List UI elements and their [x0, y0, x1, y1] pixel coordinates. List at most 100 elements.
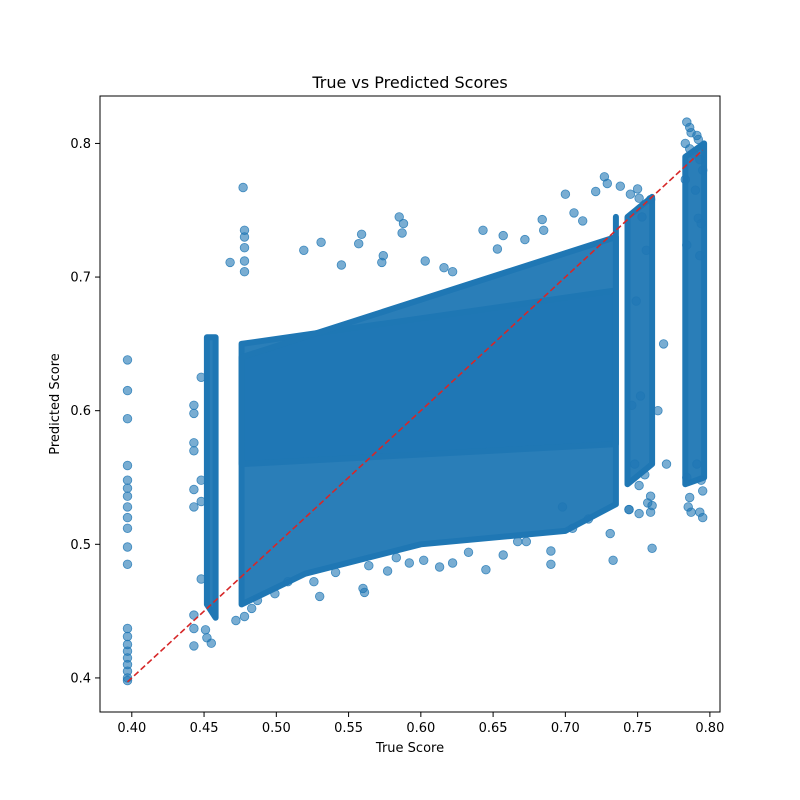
data-point [122, 502, 133, 512]
point-density-region [238, 234, 619, 468]
data-point [358, 583, 368, 594]
data-point [394, 212, 404, 222]
data-point [635, 391, 646, 401]
data-point [122, 414, 133, 424]
data-point [608, 555, 618, 566]
data-point [647, 543, 657, 554]
data-point [122, 475, 133, 485]
data-point [398, 218, 409, 229]
data-point [632, 184, 643, 194]
data-point [605, 528, 615, 539]
data-point [546, 546, 556, 556]
data-point [122, 355, 133, 365]
data-point [122, 460, 133, 471]
data-point [246, 603, 257, 614]
data-point [498, 230, 508, 241]
data-point [557, 502, 568, 512]
data-point [200, 625, 211, 635]
data-point [196, 496, 206, 507]
data-point [299, 245, 309, 256]
data-point [315, 591, 325, 602]
data-points [122, 117, 708, 686]
data-point [239, 242, 250, 253]
data-point [336, 260, 347, 270]
data-point [122, 523, 133, 534]
data-point [330, 567, 341, 578]
data-point [686, 507, 696, 517]
point-density-region [203, 334, 219, 621]
data-point [239, 232, 250, 242]
data-point [420, 256, 430, 266]
data-point [569, 208, 579, 218]
x-tick-label: 0.60 [406, 721, 435, 736]
data-point [419, 555, 429, 566]
data-point [239, 267, 250, 277]
data-point [693, 134, 704, 145]
data-point [682, 240, 692, 250]
data-point [698, 512, 708, 523]
data-point [404, 558, 415, 568]
data-point [640, 470, 650, 480]
data-point [578, 216, 588, 226]
data-point [615, 181, 626, 191]
data-point [630, 459, 640, 469]
data-point [645, 194, 656, 205]
data-point [680, 174, 691, 185]
data-point [447, 267, 458, 277]
y-axis-title: Predicted Score [48, 353, 63, 455]
data-point [397, 228, 407, 238]
data-point [122, 623, 133, 634]
data-point [658, 339, 669, 349]
data-point [189, 641, 199, 651]
data-point [239, 611, 250, 622]
data-point [631, 296, 641, 306]
data-point [539, 225, 549, 236]
y-tick-label: 0.4 [70, 671, 91, 686]
data-point [641, 245, 652, 256]
data-point [602, 178, 613, 189]
x-tick-label: 0.80 [695, 721, 724, 736]
data-point [196, 475, 206, 485]
data-point [189, 400, 199, 411]
data-point [122, 512, 133, 523]
data-point [696, 218, 706, 229]
x-tick-label: 0.70 [551, 721, 580, 736]
data-point [690, 185, 701, 195]
data-point [492, 244, 503, 254]
data-point [567, 523, 578, 534]
data-point [122, 491, 133, 501]
data-point [391, 553, 402, 563]
data-point [377, 257, 387, 268]
data-point [682, 472, 692, 483]
data-point [661, 459, 672, 469]
data-point [189, 484, 199, 495]
data-point [382, 566, 393, 576]
data-point [521, 536, 532, 547]
y-tick-label: 0.5 [70, 538, 91, 553]
data-point [520, 234, 530, 245]
data-point [231, 615, 241, 626]
data-point [463, 547, 474, 558]
data-point [189, 623, 199, 634]
data-point [239, 256, 250, 266]
x-tick-label: 0.65 [479, 721, 508, 736]
data-point [238, 182, 248, 193]
x-tick-label: 0.75 [623, 721, 652, 736]
data-point [225, 257, 235, 268]
data-point [122, 385, 133, 396]
data-point [634, 508, 644, 519]
data-point [645, 507, 656, 517]
data-point [356, 229, 367, 240]
data-point [122, 559, 133, 570]
x-tick-label: 0.55 [334, 721, 363, 736]
data-point [698, 486, 708, 496]
data-point [692, 459, 702, 469]
point-density-region [624, 193, 656, 488]
chart-title: True vs Predicted Scores [311, 73, 507, 92]
data-point [546, 559, 556, 570]
data-point [252, 595, 263, 606]
reference-line [126, 149, 704, 683]
data-point [122, 675, 133, 686]
plot-frame [99, 95, 721, 713]
